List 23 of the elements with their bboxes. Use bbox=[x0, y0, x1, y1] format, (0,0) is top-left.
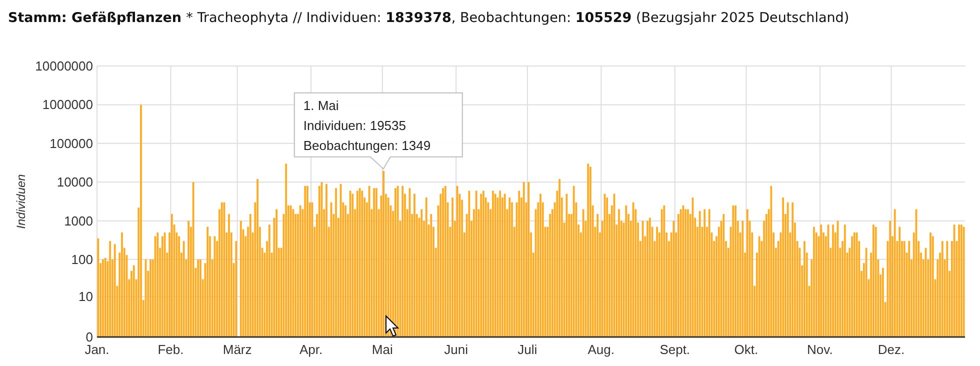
x-tick-label: Aug. bbox=[588, 342, 615, 357]
x-tick-label: Juli bbox=[518, 342, 538, 357]
x-tick-label: Feb. bbox=[158, 342, 184, 357]
x-tick-label: Mai bbox=[372, 342, 393, 357]
y-tick-label: 1000 bbox=[64, 213, 93, 228]
y-tick-label: 100000 bbox=[50, 136, 93, 151]
y-tick-label: 10000000 bbox=[35, 58, 93, 74]
x-tick-label: Okt. bbox=[734, 342, 758, 357]
y-tick-label: 100 bbox=[71, 252, 93, 267]
y-axis-title: Individuen bbox=[14, 174, 28, 229]
y-tick-label: 1000000 bbox=[42, 97, 93, 112]
x-tick-label: Sept. bbox=[660, 342, 690, 357]
y-tick-label: 10 bbox=[78, 289, 93, 304]
x-tick-label: März bbox=[222, 342, 252, 357]
x-tick-label: Juni bbox=[444, 342, 468, 357]
chart-title: Stamm: Gefäßpflanzen * Tracheophyta // Individuen: 1839378, Beobachtungen: 105529 (Bezugsjahr 2025 Deutschland) bbox=[8, 10, 850, 26]
y-tick-label: 0 bbox=[86, 330, 93, 344]
x-tick-label: Nov. bbox=[807, 342, 833, 357]
x-tick-label: Apr. bbox=[299, 342, 323, 357]
x-tick-label: Dez. bbox=[878, 342, 905, 357]
x-tick-label: Jan. bbox=[84, 342, 110, 357]
y-tick-label: 10000 bbox=[56, 174, 93, 190]
annotation: 1. Mai Individuen: 19535 Beobachtungen: 1349 bbox=[303, 98, 431, 153]
